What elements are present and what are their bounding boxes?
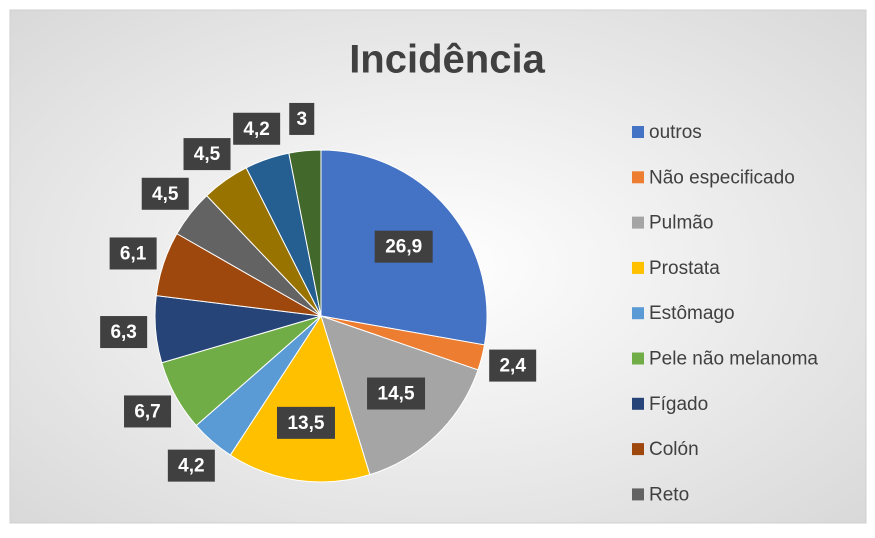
pie-slice xyxy=(288,149,322,317)
data-label-box xyxy=(289,102,315,135)
data-label: 13,5 xyxy=(287,413,324,434)
data-label-box xyxy=(489,349,537,382)
legend-label: Colón xyxy=(649,439,699,460)
legend-label: Não especificado xyxy=(649,167,795,188)
legend-swatch xyxy=(632,397,644,410)
data-label: 2,4 xyxy=(499,356,526,377)
data-label-box xyxy=(124,395,172,428)
legend-swatch xyxy=(632,307,644,320)
data-label-box xyxy=(100,316,148,349)
data-label: 26,9 xyxy=(385,237,422,258)
legend-label: Estômago xyxy=(649,303,735,324)
legend-swatch xyxy=(632,443,644,456)
data-label: 14,5 xyxy=(378,384,415,405)
data-label: 6,1 xyxy=(120,243,147,264)
data-label: 4,2 xyxy=(243,119,269,140)
legend-label: Pulmão xyxy=(649,213,713,234)
chart-title: Incidência xyxy=(349,38,545,82)
data-label: 4,2 xyxy=(178,456,204,477)
legend-label: Fígado xyxy=(649,394,708,415)
data-label-box xyxy=(109,237,157,270)
legend-swatch xyxy=(632,261,644,274)
legend-label: outros xyxy=(649,122,702,143)
legend-swatch xyxy=(632,126,644,138)
data-label-box xyxy=(167,449,215,482)
legend-swatch xyxy=(632,171,644,184)
data-label-box xyxy=(276,406,335,439)
legend-label: Prostata xyxy=(649,258,720,279)
legend-swatch xyxy=(632,352,644,365)
legend-label: Pele não melanoma xyxy=(649,349,818,370)
data-label: 6,7 xyxy=(134,401,160,422)
pie-slice xyxy=(229,314,371,483)
data-label: 4,5 xyxy=(152,184,179,205)
data-label: 3 xyxy=(296,109,307,130)
data-label-box xyxy=(183,138,231,171)
data-label-box xyxy=(367,377,426,410)
data-label: 6,3 xyxy=(110,322,136,343)
data-label: 4,5 xyxy=(194,144,221,165)
data-label-box xyxy=(374,230,433,263)
data-label-box xyxy=(141,177,189,210)
legend-label: Reto xyxy=(649,484,689,505)
legend-swatch xyxy=(632,488,644,501)
legend-swatch xyxy=(632,216,644,229)
data-label-box xyxy=(233,112,281,145)
